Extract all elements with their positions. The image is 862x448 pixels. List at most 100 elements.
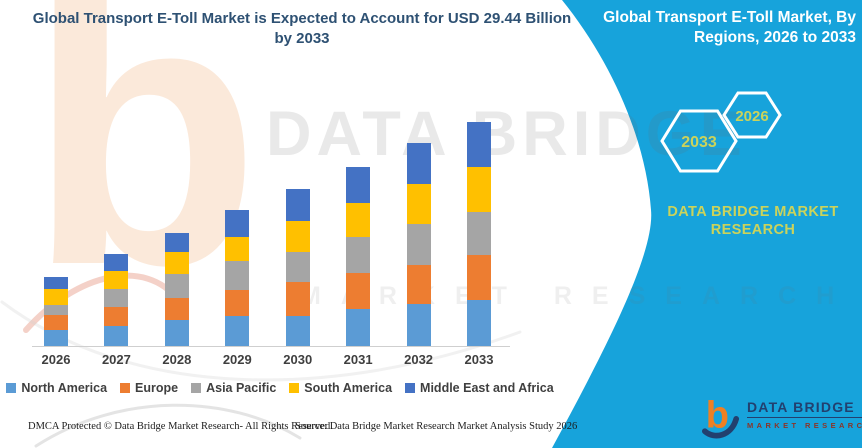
- bar-segment-2027: [104, 270, 129, 289]
- cyan-panel-shape: [552, 0, 862, 448]
- bar-segment-2029: [225, 209, 250, 238]
- bar-segment-2031: [346, 309, 371, 346]
- legend-swatch-icon: [6, 383, 17, 393]
- bar-segment-2032: [406, 143, 431, 184]
- source-note: Source: Data Bridge Market Research Mark…: [295, 421, 578, 432]
- stacked-bar-2032: [406, 143, 431, 346]
- legend-label: Asia Pacific: [206, 381, 277, 395]
- stacked-bar-2033: [467, 121, 491, 346]
- x-axis-labels: 2026 2027 2028 2029 2030 2031 2032 2033: [32, 352, 518, 370]
- bar-segment-2029: [225, 260, 250, 290]
- panel-brand-line2: RESEARCH: [710, 222, 796, 239]
- x-axis-label-2026: 2026: [41, 352, 71, 367]
- legend-item: South America: [289, 381, 392, 395]
- bar-segment-2028: [164, 298, 189, 321]
- bar-segment-2032: [406, 264, 431, 305]
- svg-text:b: b: [706, 394, 729, 436]
- legend-item: Middle East and Africa: [405, 381, 554, 395]
- bar-segment-2030: [285, 282, 310, 316]
- bar-segment-2033: [467, 121, 491, 167]
- bar-segment-2033: [467, 166, 491, 212]
- watermark-gray-swoosh: [34, 403, 302, 448]
- x-axis-label-2027: 2027: [101, 352, 131, 367]
- bar-segment-2030: [285, 221, 310, 253]
- legend-swatch-icon: [405, 383, 416, 393]
- stacked-bar-2028: [164, 232, 189, 346]
- bar-segment-2029: [225, 237, 250, 261]
- stacked-bar-2029: [225, 209, 250, 346]
- bar-segment-2028: [164, 273, 189, 299]
- bar-segment-2027: [104, 253, 129, 271]
- chart-legend: North America Europe Asia Pacific South Ame…: [6, 381, 554, 395]
- chart-title: Global Transport E-Toll Market is Expect…: [28, 9, 576, 50]
- panel-brand-line1: DATA BRIDGE MARKET: [667, 204, 839, 220]
- legend-item: North America: [6, 381, 107, 395]
- year-badges: 2033 2026: [660, 91, 782, 173]
- bar-segment-2028: [164, 251, 189, 274]
- bar-segment-2031: [346, 272, 371, 310]
- x-axis-label-2028: 2028: [162, 352, 192, 367]
- hexagon-2033-label: 2033: [681, 134, 717, 151]
- legend-label: Middle East and Africa: [420, 381, 554, 395]
- stacked-bar-2027: [104, 253, 129, 346]
- bar-segment-2031: [346, 237, 371, 273]
- legend-label: South America: [304, 381, 393, 395]
- plot-area: [32, 100, 518, 347]
- x-axis-line: [32, 346, 510, 347]
- bar-segment-2026: [44, 276, 68, 289]
- bar-segment-2030: [285, 189, 310, 222]
- bar-segment-2033: [467, 300, 491, 346]
- x-axis-label-2033: 2033: [464, 352, 494, 367]
- logo-sub-text: MARKET RESEARCH: [747, 421, 862, 430]
- panel-title-line2: Regions, 2026 to 2033: [694, 29, 856, 47]
- legend-item: Europe: [120, 381, 178, 395]
- hexagon-2026: [722, 91, 782, 139]
- chart-title-line1: Global Transport E-Toll Market is Expect…: [32, 10, 572, 27]
- legend-label: North America: [21, 381, 108, 395]
- bar-segment-2026: [44, 314, 68, 330]
- legend-item: Asia Pacific: [191, 381, 276, 395]
- bar-segment-2032: [406, 183, 431, 225]
- bar-segment-2026: [44, 304, 68, 315]
- chart-title-line2: by 2033: [274, 30, 330, 48]
- bar-segment-2031: [346, 202, 371, 238]
- x-axis-label-2031: 2031: [343, 352, 373, 367]
- databridge-logo: b DATA BRIDGE MARKET RESEARCH: [702, 393, 862, 439]
- stacked-bar-2026: [44, 276, 68, 346]
- bar-segment-2028: [164, 320, 189, 346]
- bar-segment-2027: [104, 326, 129, 346]
- bar-segment-2033: [467, 255, 491, 301]
- legend-label: Europe: [135, 381, 179, 395]
- legend-swatch-icon: [191, 383, 202, 393]
- panel-title-line1: Global Transport E-Toll Market, By: [603, 9, 856, 26]
- logo-texts: DATA BRIDGE MARKET RESEARCH: [747, 393, 862, 430]
- bar-segment-2029: [225, 316, 250, 346]
- x-axis-label-2029: 2029: [222, 352, 252, 367]
- bar-segment-2027: [104, 307, 129, 327]
- stacked-bar-2031: [346, 166, 371, 346]
- legend-swatch-icon: [120, 383, 131, 393]
- x-axis-label-2032: 2032: [404, 352, 434, 367]
- bar-segment-2030: [285, 252, 310, 282]
- hexagon-2033: [660, 109, 738, 173]
- stacked-bar-2030: [285, 189, 310, 346]
- bar-segment-2033: [467, 211, 491, 256]
- logo-b-icon: b: [702, 394, 740, 439]
- bar-segment-2026: [44, 288, 68, 305]
- panel-title: Global Transport E-Toll Market, By Regio…: [596, 8, 856, 48]
- bar-segment-2032: [406, 224, 431, 265]
- bar-segment-2028: [164, 232, 189, 252]
- bar-segment-2027: [104, 288, 129, 308]
- bar-segment-2032: [406, 304, 431, 346]
- logo-brand-text: DATA BRIDGE: [747, 399, 862, 418]
- hexagon-2026-label: 2026: [735, 108, 768, 125]
- legend-swatch-icon: [289, 383, 300, 393]
- bar-segment-2029: [225, 289, 250, 317]
- x-axis-label-2030: 2030: [283, 352, 313, 367]
- panel-brand-text: DATA BRIDGE MARKET RESEARCH: [648, 203, 858, 239]
- bar-segment-2031: [346, 166, 371, 203]
- dmca-notice: DMCA Protected © Data Bridge Market Rese…: [28, 421, 333, 432]
- bar-segment-2030: [285, 315, 310, 346]
- bar-segment-2026: [44, 330, 68, 346]
